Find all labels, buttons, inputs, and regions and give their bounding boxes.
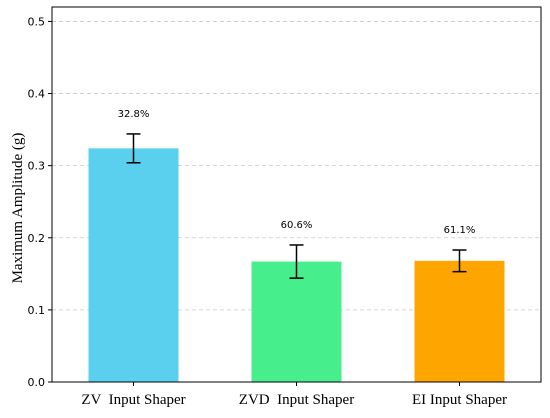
y-tick-label: 0.2	[28, 232, 46, 245]
y-tick-label: 0.4	[28, 88, 46, 101]
bars	[88, 148, 505, 382]
data-labels: 32.8% 60.6% 61.1%	[118, 109, 476, 236]
data-label: 60.6%	[281, 220, 313, 231]
x-axis: ZV Input Shaper ZVD Input Shaper EI Input …	[81, 382, 507, 408]
y-axis: 0.0 0.1 0.2 0.3 0.4 0.5	[28, 15, 52, 389]
y-tick-label: 0.5	[28, 15, 46, 28]
bar	[88, 148, 179, 382]
bar	[251, 261, 342, 382]
x-tick-label: ZV Input Shaper	[81, 392, 185, 408]
data-label: 32.8%	[118, 109, 150, 120]
y-tick-label: 0.1	[28, 304, 46, 317]
y-tick-label: 0.0	[28, 376, 46, 389]
error-bars	[126, 133, 467, 279]
y-tick-label: 0.3	[28, 160, 46, 173]
x-tick-label: EI Input Shaper	[412, 392, 507, 408]
x-tick-label: ZVD Input Shaper	[239, 392, 354, 408]
data-label: 61.1%	[444, 225, 476, 236]
bar	[414, 260, 505, 382]
y-axis-label: Maximum Amplitude (g)	[10, 133, 26, 284]
